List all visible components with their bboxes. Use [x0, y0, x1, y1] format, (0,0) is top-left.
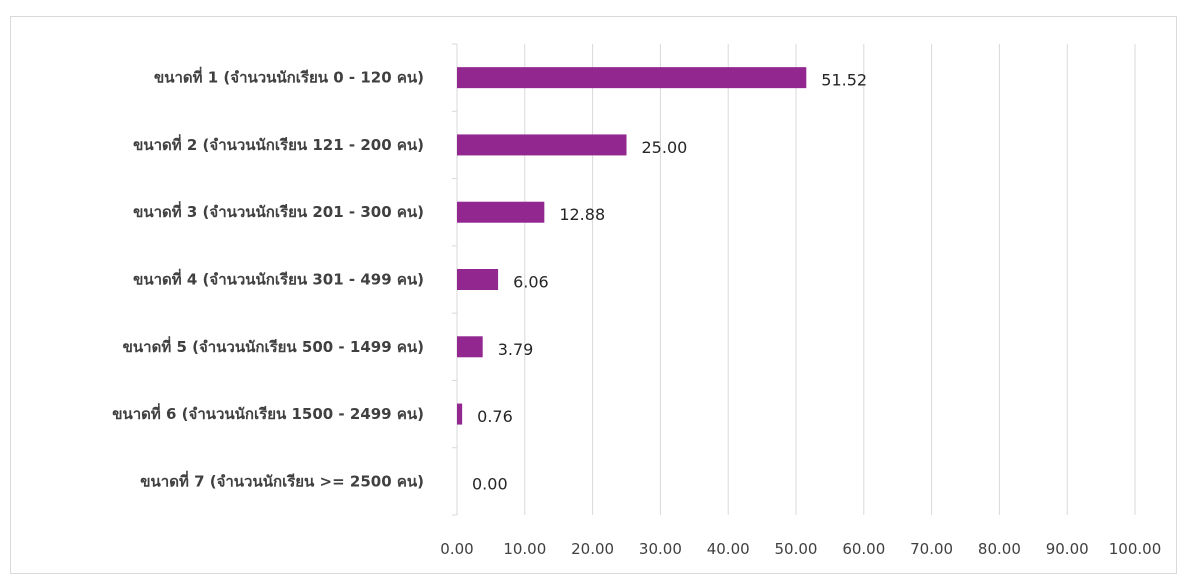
x-tick-label-0: 0.00 — [440, 540, 473, 558]
category-label-4: ขนาดที่ 4 (จำนวนนักเรียน 301 - 499 คน) — [133, 269, 424, 289]
category-label-1: ขนาดที่ 1 (จำนวนนักเรียน 0 - 120 คน) — [154, 67, 424, 87]
category-label-3: ขนาดที่ 3 (จำนวนนักเรียน 201 - 300 คน) — [133, 201, 424, 221]
data-label-2: 25.00 — [642, 138, 688, 157]
x-tick-label-1: 10.00 — [503, 540, 546, 558]
chart-frame — [10, 16, 1177, 574]
data-label-1: 51.52 — [821, 71, 867, 90]
x-tick-label-6: 60.00 — [842, 540, 885, 558]
bar-1 — [457, 67, 807, 89]
x-tick-label-5: 50.00 — [775, 540, 818, 558]
data-label-7: 0.00 — [472, 474, 508, 493]
category-label-6: ขนาดที่ 6 (จำนวนนักเรียน 1500 - 2499 คน) — [112, 403, 424, 423]
category-label-5: ขนาดที่ 5 (จำนวนนักเรียน 500 - 1499 คน) — [123, 336, 424, 356]
bar-6 — [457, 403, 463, 425]
x-tick-label-2: 20.00 — [571, 540, 614, 558]
x-tick-label-3: 30.00 — [639, 540, 682, 558]
bar-2 — [457, 134, 627, 156]
x-tick-label-7: 70.00 — [910, 540, 953, 558]
data-label-4: 6.06 — [513, 273, 549, 292]
data-label-5: 3.79 — [498, 340, 534, 359]
bar-5 — [457, 336, 483, 358]
x-tick-label-10: 100.00 — [1109, 540, 1162, 558]
data-label-3: 12.88 — [559, 205, 605, 224]
x-tick-label-8: 80.00 — [978, 540, 1021, 558]
x-tick-label-4: 40.00 — [707, 540, 750, 558]
bar-3 — [457, 201, 545, 223]
data-label-6: 0.76 — [477, 407, 513, 426]
bar-4 — [457, 269, 499, 290]
x-tick-label-9: 90.00 — [1046, 540, 1089, 558]
category-label-7: ขนาดที่ 7 (จำนวนนักเรียน >= 2500 คน) — [140, 470, 424, 490]
category-label-2: ขนาดที่ 2 (จำนวนนักเรียน 121 - 200 คน) — [133, 134, 424, 154]
